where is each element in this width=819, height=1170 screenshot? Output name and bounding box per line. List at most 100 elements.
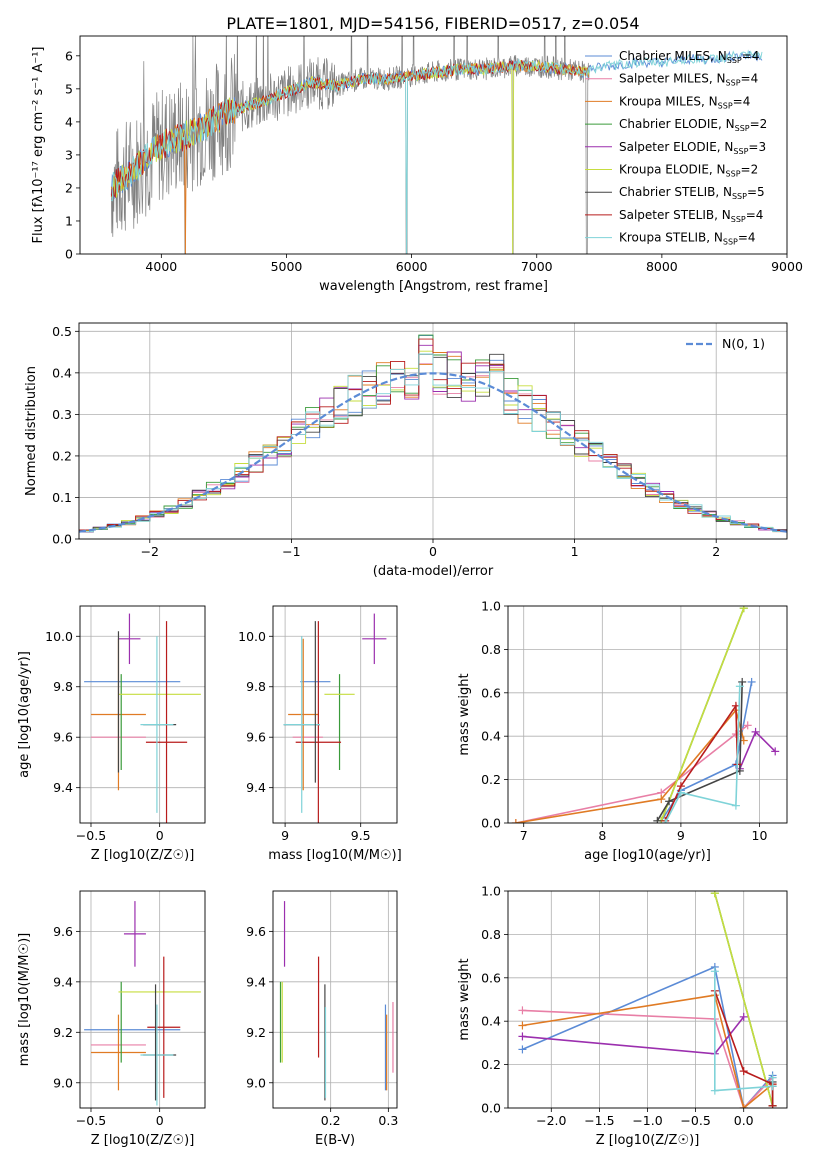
x-tick-label: 0.0	[734, 1113, 754, 1128]
y-tick-label: 1	[65, 213, 73, 228]
legend-label: Salpeter ELODIE, NSSP=3	[619, 140, 766, 156]
x-axis-label: mass [log10(M/M☉)]	[268, 848, 401, 863]
y-tick-label: 1.0	[481, 599, 501, 614]
legend-label: Chabrier ELODIE, NSSP=2	[619, 117, 767, 133]
y-tick-label: 9.6	[246, 730, 266, 745]
y-tick-label: 3	[65, 147, 73, 162]
y-tick-label: 9.0	[53, 1075, 73, 1090]
x-axis-label: age [log10(age/yr)]	[584, 848, 711, 863]
y-tick-label: 0.4	[481, 1014, 501, 1029]
y-tick-label: 0.6	[481, 685, 501, 700]
y-tick-label: 9.4	[246, 974, 266, 989]
legend-label: Kroupa ELODIE, NSSP=2	[619, 163, 758, 179]
x-tick-label: 1	[571, 544, 579, 559]
x-tick-label: 0	[429, 544, 437, 559]
weight-line	[656, 681, 743, 822]
weight-line	[664, 703, 739, 822]
y-tick-label: 0.2	[481, 772, 501, 787]
x-tick-label: 9	[677, 828, 685, 843]
weight-line	[522, 1009, 774, 1108]
y-tick-label: 0.8	[481, 642, 501, 657]
weight-line	[660, 681, 753, 822]
legend-label: Kroupa MILES, NSSP=4	[619, 94, 750, 110]
plot-area-weight_vs_Z	[518, 891, 777, 1108]
x-tick-label: 10	[752, 828, 768, 843]
y-tick-label: 0.0	[481, 1101, 501, 1116]
y-tick-label: 9.2	[53, 1025, 73, 1040]
plot-area-weight_vs_age	[511, 606, 780, 823]
y-tick-label: 5	[65, 81, 73, 96]
legend-label: Chabrier MILES, NSSP=4	[619, 49, 759, 65]
y-axis-label: age [log10(age/yr)]	[17, 651, 32, 778]
y-tick-label: 9.6	[53, 730, 73, 745]
y-tick-label: 0.8	[481, 927, 501, 942]
x-axis-label: (data-model)/error	[373, 564, 494, 579]
x-tick-label: 7000	[521, 259, 553, 274]
plot-area-residuals	[79, 334, 787, 533]
plot-area-mass_vs_Z	[84, 901, 201, 1106]
weight-line	[714, 892, 774, 1107]
y-tick-label: 9.6	[53, 924, 73, 939]
y-tick-label: 10.0	[45, 629, 73, 644]
y-tick-label: 0.5	[52, 324, 72, 339]
x-tick-label: 6000	[396, 259, 428, 274]
x-tick-label: 0	[156, 1113, 164, 1128]
y-tick-label: 6	[65, 48, 73, 63]
panel-mass_vs_EBV: 0.2 0.3 9.0 9.2 9.4 9.6 E(B-V)	[246, 890, 398, 1148]
y-tick-label: 0.6	[481, 970, 501, 985]
weight-line	[660, 607, 745, 822]
weight-line	[522, 994, 774, 1108]
x-tick-label: 0	[156, 828, 164, 843]
x-tick-label: −1	[282, 544, 300, 559]
normal-curve	[79, 372, 787, 533]
y-axis-label: mass weight	[457, 673, 472, 755]
x-tick-label: 7	[520, 828, 528, 843]
y-axis-label: Flux [fλ10⁻¹⁷ erg cm⁻² s⁻¹ A⁻¹]	[31, 47, 46, 244]
panel-mass_vs_Z: −0.5 0 9.0 9.2 9.4 9.6 Z [log10(Z/Z☉)] mass [lo…	[17, 890, 206, 1148]
x-axis-label: Z [log10(Z/Z☉)]	[91, 1133, 195, 1148]
plot-area-mass_vs_EBV	[279, 901, 394, 1101]
x-tick-label: 0.3	[378, 1113, 398, 1128]
axes-frame	[272, 605, 398, 824]
x-tick-label: 2	[712, 544, 720, 559]
x-tick-label: −1.0	[632, 1113, 662, 1128]
legend-label: Salpeter MILES, NSSP=4	[619, 72, 758, 88]
x-tick-label: 9000	[771, 259, 803, 274]
x-axis-label: wavelength [Angstrom, rest frame]	[319, 279, 548, 294]
y-tick-label: 0.2	[52, 448, 72, 463]
y-tick-label: 2	[65, 180, 73, 195]
y-tick-label: 0.0	[52, 532, 72, 547]
panel-spectrum: 4000 5000 6000 7000 8000 9000 0 1 2 3 4 5 6 wavelengt…	[31, 35, 803, 294]
y-tick-label: 10.0	[238, 629, 266, 644]
y-tick-label: 9.6	[246, 924, 266, 939]
x-axis-label: Z [log10(Z/Z☉)]	[91, 848, 195, 863]
weight-line	[664, 686, 741, 823]
y-tick-label: 0.4	[481, 729, 501, 744]
panel-age_vs_mass: 9 9.5 9.4 9.6 9.8 10.0 mass [log10(M/M☉)]	[238, 605, 402, 863]
axes-frame	[79, 605, 206, 824]
panel-residuals: −2 −1 0 1 2 0.0 0.1 0.2 0.3 0.4 0.5 (data-model)/er…	[24, 322, 788, 579]
y-axis-label: Normed distribution	[24, 366, 39, 496]
y-tick-label: 1.0	[481, 884, 501, 899]
y-tick-label: 9.4	[53, 974, 73, 989]
plot-area-spectrum	[110, 36, 763, 254]
panel-weight_vs_Z: −2.0 −1.5 −1.0 −0.5 0.0 0.0 0.2 0.4 0.6 0.8 1.0 Z […	[457, 884, 788, 1148]
x-tick-label: 0.2	[321, 1113, 341, 1128]
panels: 4000 5000 6000 7000 8000 90000123456wavelengt…	[17, 35, 803, 1148]
figure-title: PLATE=1801, MJD=54156, FIBERID=0517, z=0…	[226, 14, 639, 33]
x-tick-label: −0.5	[76, 828, 106, 843]
spectrum-model-line	[111, 49, 763, 254]
x-tick-label: −2.0	[536, 1113, 566, 1128]
x-tick-label: 8000	[646, 259, 678, 274]
x-tick-label: −2	[141, 544, 159, 559]
y-tick-label: 0.4	[52, 365, 72, 380]
x-tick-label: 8	[598, 828, 606, 843]
panel-weight_vs_age: 7 8 9 10 0.0 0.2 0.4 0.6 0.8 1.0 age [log10(age/yr…	[457, 599, 788, 863]
y-tick-label: 0.2	[481, 1057, 501, 1072]
x-tick-label: −1.5	[584, 1113, 614, 1128]
y-axis-label: mass [log10(M/M☉)]	[17, 933, 32, 1066]
legend-label: Kroupa STELIB, NSSP=4	[619, 231, 756, 247]
axes-frame	[507, 605, 788, 824]
y-tick-label: 9.4	[53, 780, 73, 795]
